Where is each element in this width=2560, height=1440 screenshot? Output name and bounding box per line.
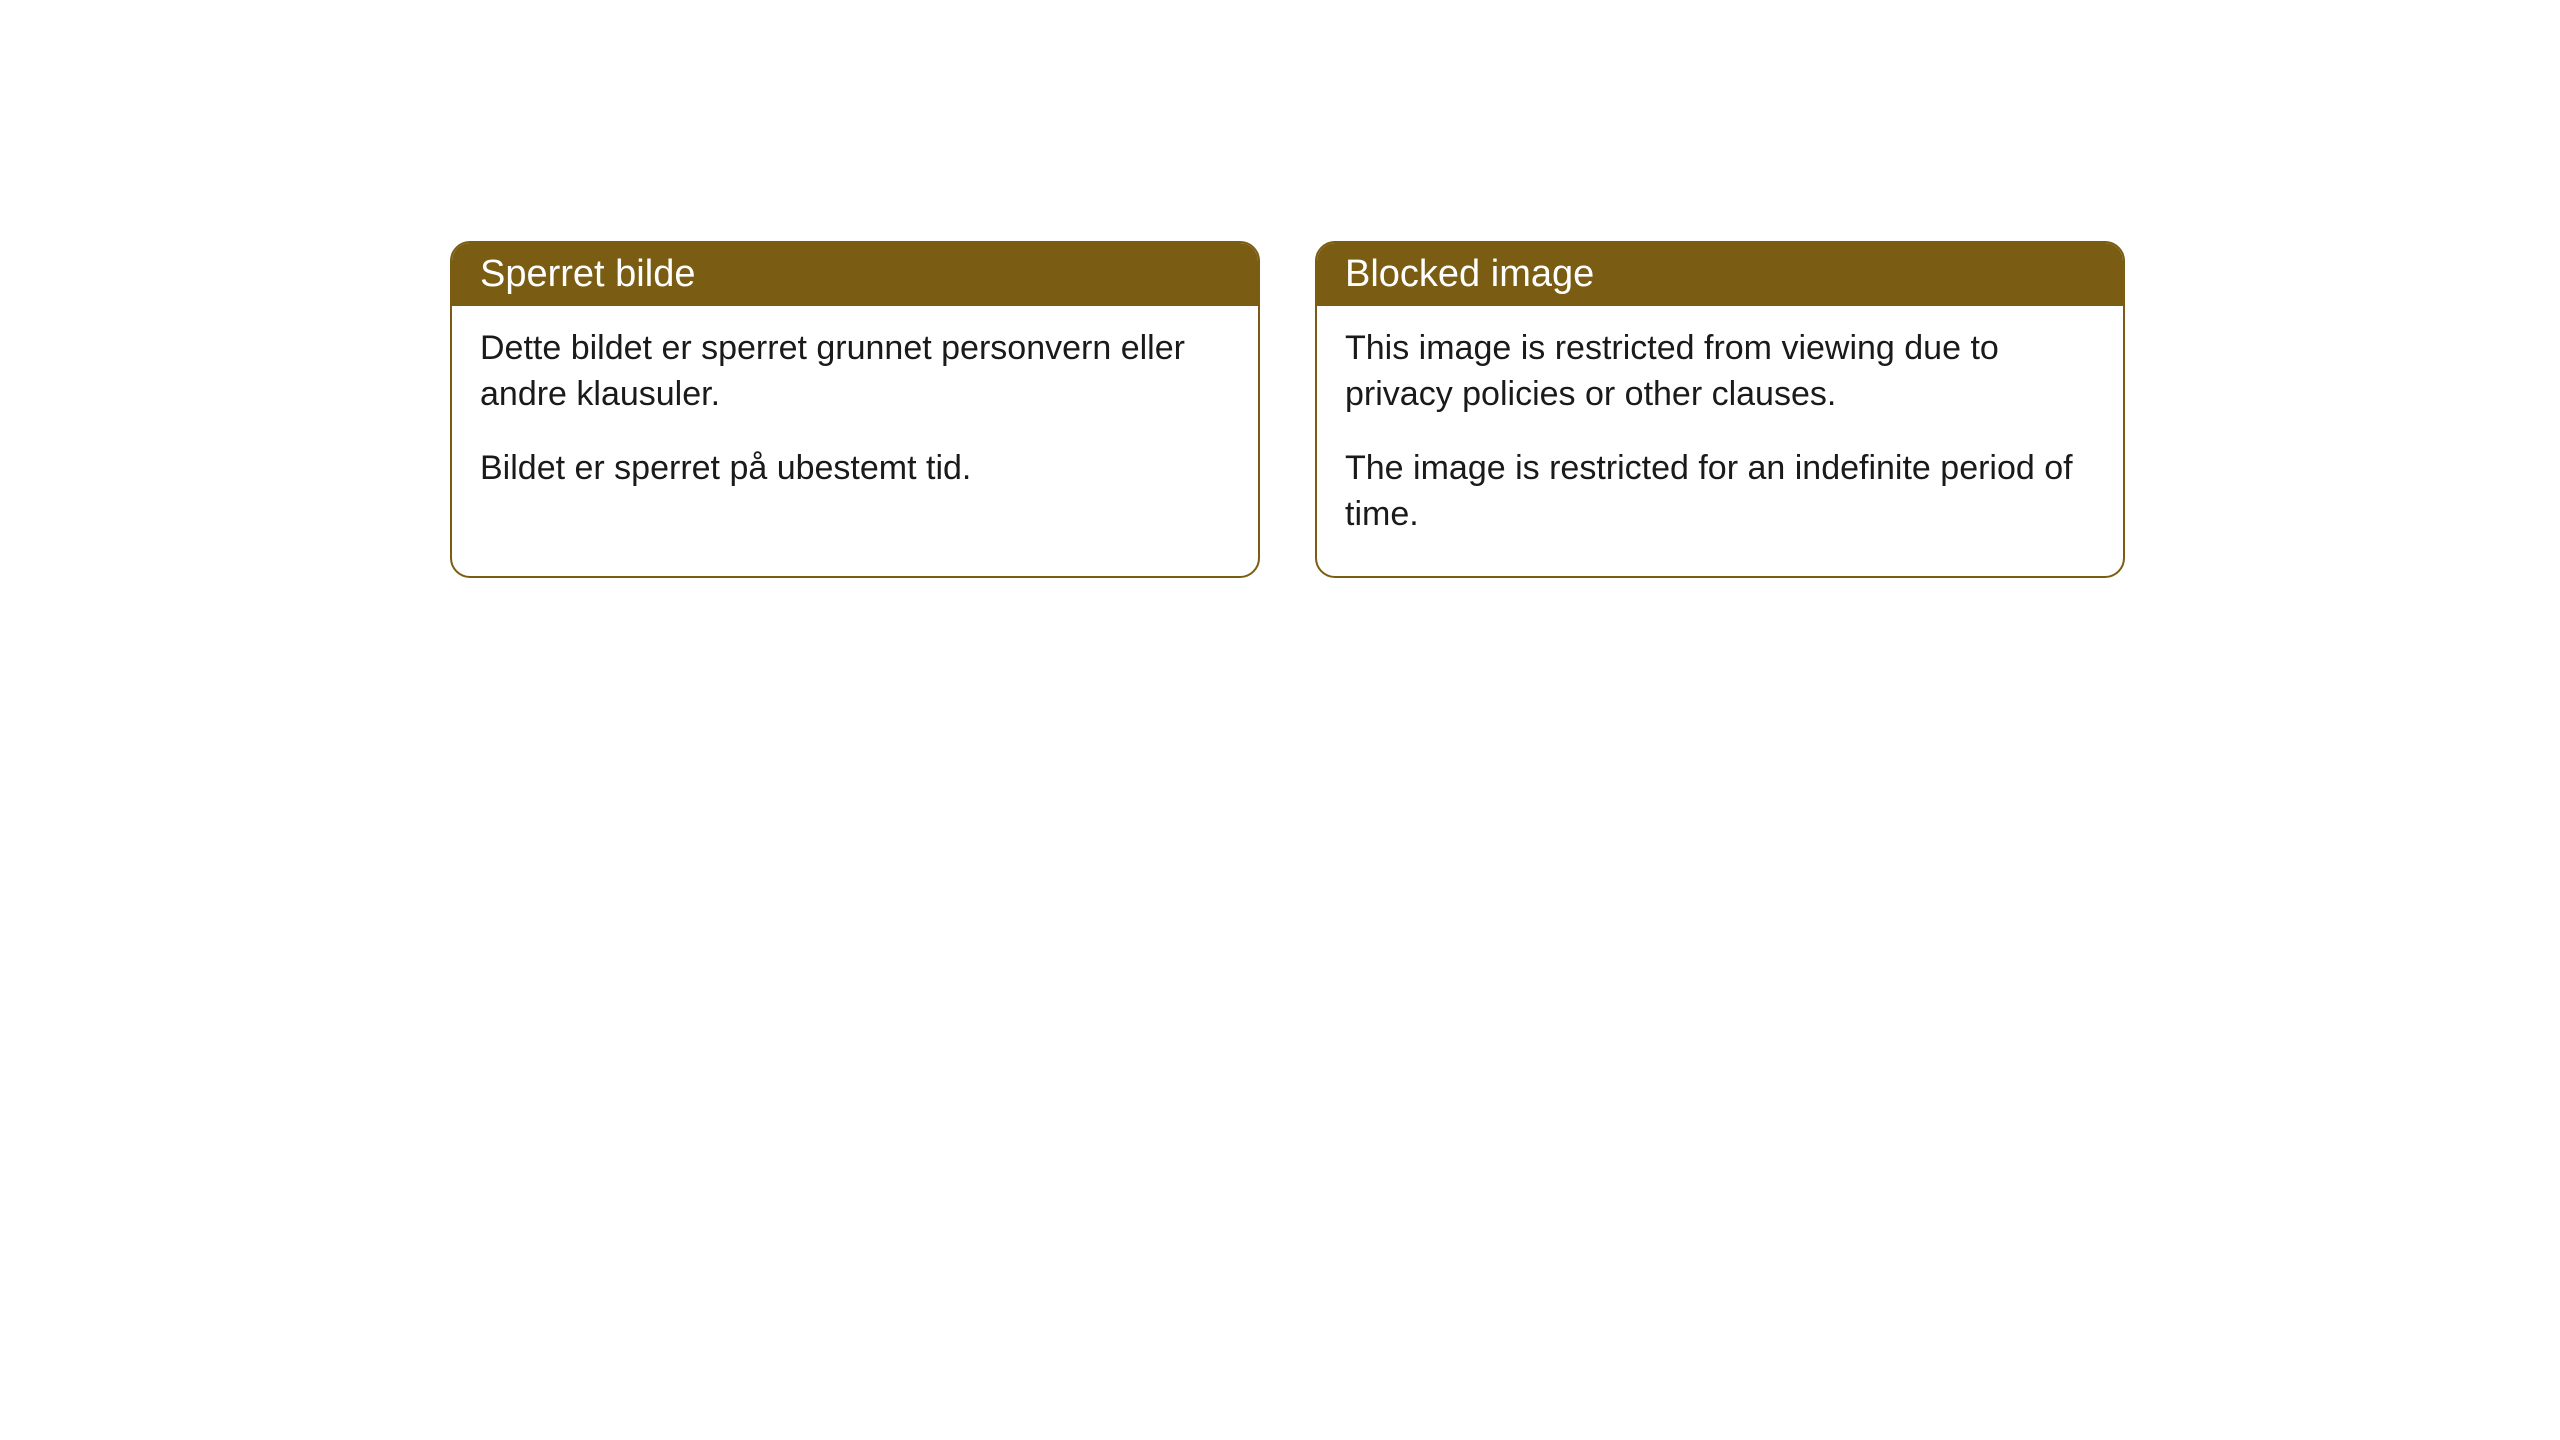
card-header-norwegian: Sperret bilde: [452, 243, 1258, 306]
card-title: Blocked image: [1345, 253, 1594, 295]
card-english: Blocked image This image is restricted f…: [1315, 241, 2125, 578]
card-paragraph: Dette bildet er sperret grunnet personve…: [480, 326, 1230, 418]
cards-container: Sperret bilde Dette bildet er sperret gr…: [450, 241, 2125, 578]
card-body-english: This image is restricted from viewing du…: [1317, 306, 2123, 576]
card-norwegian: Sperret bilde Dette bildet er sperret gr…: [450, 241, 1260, 578]
card-title: Sperret bilde: [480, 253, 695, 295]
card-body-norwegian: Dette bildet er sperret grunnet personve…: [452, 306, 1258, 530]
card-header-english: Blocked image: [1317, 243, 2123, 306]
card-paragraph: This image is restricted from viewing du…: [1345, 326, 2095, 418]
card-paragraph: The image is restricted for an indefinit…: [1345, 446, 2095, 538]
card-paragraph: Bildet er sperret på ubestemt tid.: [480, 446, 1230, 492]
